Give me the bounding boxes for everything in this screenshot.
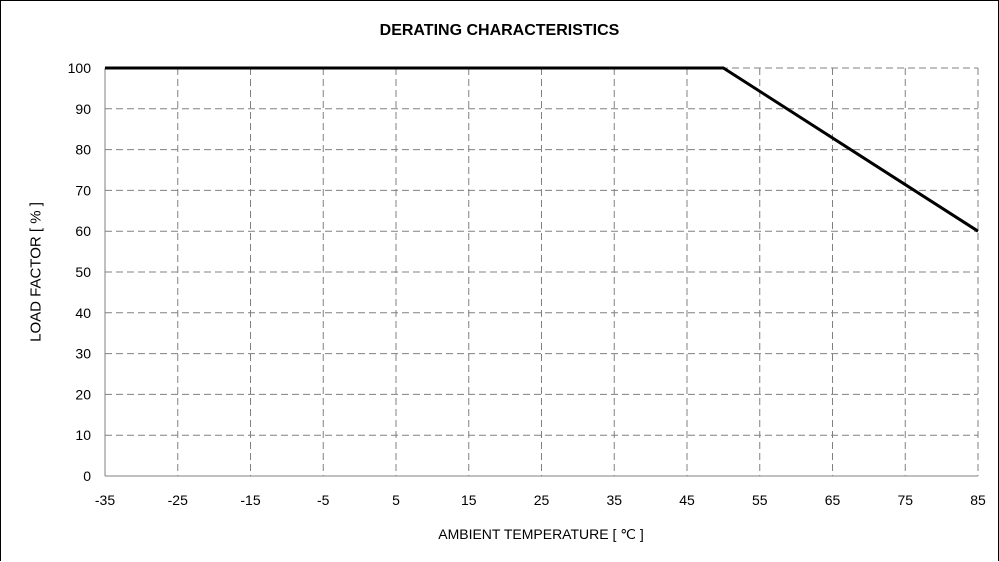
y-tick-label: 70: [75, 182, 91, 198]
series-line: [105, 66, 979, 233]
y-tick-label: 40: [75, 305, 91, 321]
series-layer: [105, 66, 979, 233]
y-tick-label: 80: [75, 142, 91, 158]
y-tick-label: 10: [75, 427, 91, 443]
y-tick-label: 0: [83, 468, 91, 484]
x-tick-label: 75: [897, 492, 913, 508]
x-tick-label: 55: [752, 492, 768, 508]
x-tick-label: -25: [168, 492, 188, 508]
x-tick-label: 65: [825, 492, 841, 508]
y-tick-label: 90: [75, 101, 91, 117]
chart-title: DERATING CHARACTERISTICS: [379, 22, 620, 39]
x-tick-label: 25: [534, 492, 550, 508]
x-tick-label: 5: [392, 492, 400, 508]
y-tick-labels: 0 10 20 30 40 50 60 70 80 90 100: [68, 60, 92, 484]
y-tick-label: 50: [75, 264, 91, 280]
x-tick-label: 45: [679, 492, 695, 508]
y-tick-label: 30: [75, 346, 91, 362]
y-tick-label: 60: [75, 223, 91, 239]
x-tick-label: 85: [970, 492, 986, 508]
x-tick-label: -5: [317, 492, 330, 508]
x-tick-labels: -35 -25 -15 -5 5 15 25 35 45 55 65 75 85: [95, 492, 986, 508]
x-tick-label: 15: [461, 492, 477, 508]
y-tick-label: 20: [75, 386, 91, 402]
y-tick-label: 100: [68, 60, 92, 76]
x-tick-label: 35: [606, 492, 622, 508]
x-axis-title: AMBIENT TEMPERATURE [ ℃ ]: [438, 526, 644, 542]
x-tick-label: -35: [95, 492, 115, 508]
x-tick-label: -15: [240, 492, 260, 508]
